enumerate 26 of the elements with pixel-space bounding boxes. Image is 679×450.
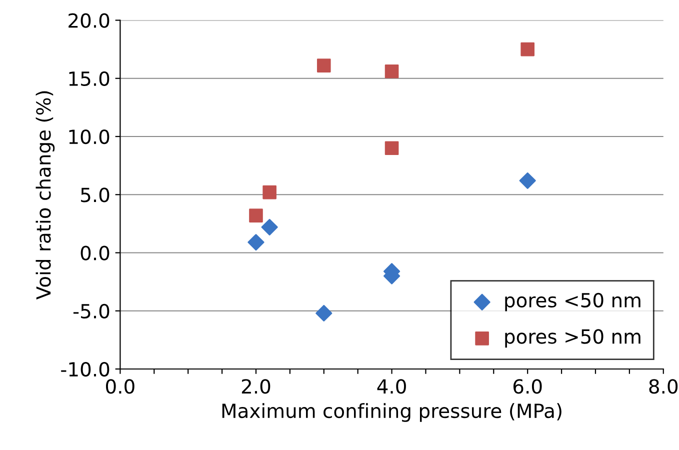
x-tick-label: 2.0 xyxy=(242,379,270,394)
point xyxy=(384,141,399,156)
point xyxy=(249,208,263,222)
y-tick-label: 20.0 xyxy=(68,13,110,28)
point xyxy=(262,185,276,200)
x-tick-label: 0.0 xyxy=(106,379,134,394)
point xyxy=(248,234,264,251)
point xyxy=(316,58,331,72)
y-tick-label: -10.0 xyxy=(61,362,110,377)
point xyxy=(261,218,278,236)
x-tick-label: 6.0 xyxy=(513,379,542,394)
point xyxy=(519,172,536,189)
y-tick-label: 15.0 xyxy=(69,71,110,86)
y-axis-title: Void ratio change (%) xyxy=(36,91,55,300)
legend-label: pores >50 nm xyxy=(505,329,640,348)
x-axis-title: Maximum confining pressure (MPa) xyxy=(222,403,562,422)
point xyxy=(520,42,534,56)
x-tick-label: 4.0 xyxy=(377,379,406,394)
y-tick-label: 5.0 xyxy=(81,188,110,202)
point xyxy=(316,304,332,322)
y-tick-label: 0.0 xyxy=(80,246,110,260)
y-tick-label: 10.0 xyxy=(69,129,110,144)
x-tick-label: 8.0 xyxy=(649,379,678,394)
point xyxy=(384,64,399,78)
legend-label: pores <50 nm xyxy=(505,292,640,312)
y-tick-label: -5.0 xyxy=(73,304,110,319)
